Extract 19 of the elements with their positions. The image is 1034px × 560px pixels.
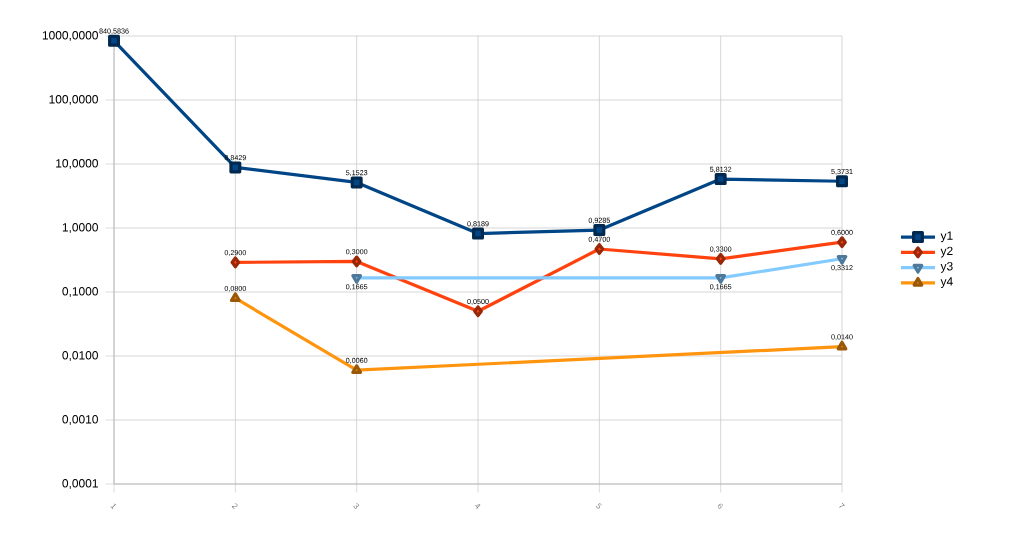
point	[836, 175, 848, 188]
point	[836, 340, 848, 351]
point	[593, 224, 606, 237]
point	[836, 254, 848, 265]
point	[473, 305, 483, 318]
point	[594, 243, 605, 255]
point	[229, 161, 242, 174]
point	[230, 256, 241, 269]
point	[715, 274, 727, 284]
point	[351, 255, 362, 268]
point	[350, 176, 363, 189]
point	[351, 274, 363, 284]
point	[715, 252, 726, 265]
point	[351, 364, 363, 374]
point	[837, 236, 847, 249]
point	[472, 227, 484, 240]
point	[229, 292, 241, 302]
point	[714, 173, 727, 186]
point	[108, 34, 120, 47]
